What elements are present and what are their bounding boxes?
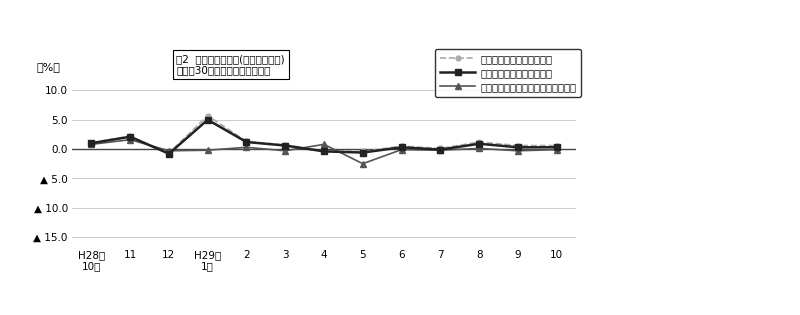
Text: （%）: （%） <box>37 62 61 72</box>
Text: 図2  賃金指数の推移(対前年同月比)
－規模30人以上－　調査産業計: 図2 賃金指数の推移(対前年同月比) －規模30人以上－ 調査産業計 <box>177 54 285 75</box>
Legend: 名目賃金（現金給与総額）, 実質賃金（現金給与総額）, 実質賃金（きまって支給する給与）: 名目賃金（現金給与総額）, 実質賃金（現金給与総額）, 実質賃金（きまって支給す… <box>435 49 581 97</box>
